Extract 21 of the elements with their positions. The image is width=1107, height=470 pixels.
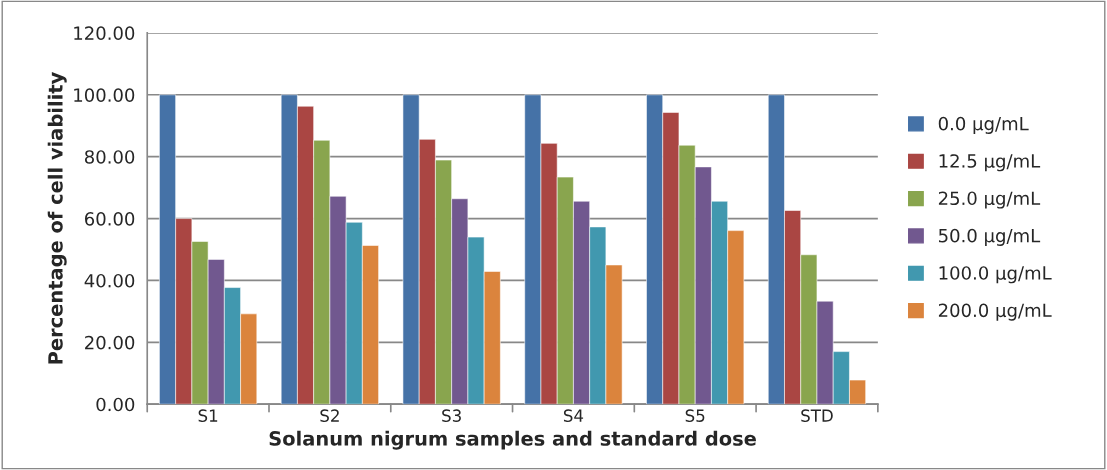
y-tick-label: 80.00 [84,150,135,164]
x-tick-label: S3 [442,409,461,422]
legend-label: 50.0 µg/mL [939,228,1041,246]
y-axis-title: Percentage of cell viability [47,72,67,364]
y-tick-label: 100.00 [74,88,135,102]
legend-label: 0.0 µg/mL [938,116,1029,134]
y-tick-label: 120.00 [74,26,135,41]
y-tick-label: 20.00 [85,335,135,350]
x-tick-label: STD [801,409,833,422]
x-axis-title: Solanum nigrum samples and standard dose [269,430,756,450]
x-tick-label: S5 [685,409,705,422]
legend-label: 12.5 µg/mL [939,154,1041,172]
x-tick-label: S2 [320,409,339,422]
x-tick-label: S1 [198,409,218,422]
legend-label: 100.0 µg/mL [939,266,1052,284]
x-tick-label: S4 [563,409,584,422]
y-tick-label: 60.00 [85,212,135,226]
legend-label: 25.0 µg/mL [938,191,1041,209]
y-tick-label: 0.00 [96,397,135,412]
y-tick-label: 40.00 [84,273,135,288]
legend-label: 200.0 µg/mL [938,303,1052,321]
